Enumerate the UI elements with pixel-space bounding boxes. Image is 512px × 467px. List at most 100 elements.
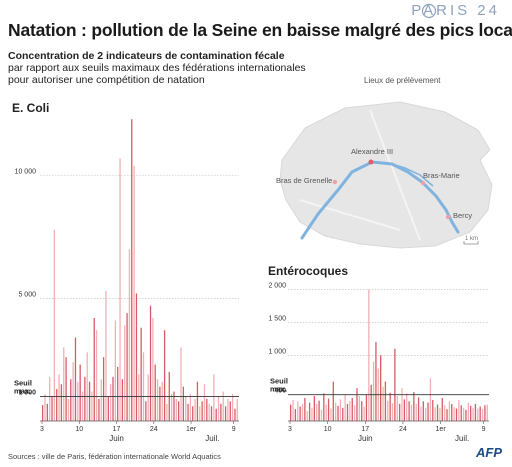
bar bbox=[429, 378, 432, 421]
bar bbox=[335, 402, 337, 421]
threshold-label: Seuil bbox=[270, 377, 288, 386]
site-marker-bras-marie bbox=[420, 180, 426, 186]
bar bbox=[380, 355, 382, 421]
bar bbox=[185, 396, 187, 421]
bar bbox=[135, 293, 138, 421]
bar bbox=[389, 392, 391, 421]
bar bbox=[327, 398, 330, 421]
bar bbox=[432, 399, 434, 421]
bar bbox=[224, 406, 227, 421]
bar bbox=[451, 403, 453, 421]
paris-land-shape bbox=[279, 101, 493, 249]
bar bbox=[203, 384, 206, 421]
month-label: Juil. bbox=[205, 434, 219, 443]
bar bbox=[60, 384, 63, 421]
x-tick-label: 10 bbox=[324, 426, 332, 433]
sampling-map: Alexandre III Bras de Grenelle Bras-Mari… bbox=[276, 101, 493, 249]
bar bbox=[215, 408, 217, 421]
x-tick-label: 3 bbox=[40, 426, 44, 433]
bar bbox=[415, 403, 417, 421]
bar bbox=[187, 403, 189, 421]
bar bbox=[358, 396, 360, 421]
seine-river bbox=[300, 160, 460, 240]
bar bbox=[227, 398, 229, 421]
y-tick-label: 10 000 bbox=[15, 169, 37, 176]
bar bbox=[119, 158, 121, 421]
bar bbox=[361, 401, 363, 421]
bar bbox=[79, 364, 81, 421]
bar bbox=[465, 409, 467, 421]
bar bbox=[297, 401, 299, 421]
x-tick-label: 17 bbox=[361, 426, 369, 433]
bar bbox=[131, 119, 133, 422]
enterococci-chart-title: Entérocoques bbox=[268, 264, 349, 278]
bar bbox=[121, 379, 124, 421]
bar bbox=[467, 402, 469, 421]
bar bbox=[472, 407, 474, 421]
bar bbox=[403, 399, 406, 421]
bar bbox=[46, 403, 48, 421]
bar bbox=[117, 367, 119, 421]
bar bbox=[325, 404, 327, 421]
bar bbox=[408, 401, 410, 421]
bar bbox=[145, 401, 147, 421]
bar bbox=[353, 405, 356, 421]
bar bbox=[128, 249, 131, 421]
bar bbox=[86, 352, 88, 421]
bar bbox=[458, 399, 460, 421]
bar bbox=[313, 396, 315, 421]
paris-2024-ring bbox=[421, 3, 437, 19]
bar bbox=[236, 398, 238, 421]
bar bbox=[58, 374, 60, 421]
bar bbox=[154, 364, 156, 421]
threshold-label: max. bbox=[14, 386, 31, 395]
bar bbox=[368, 289, 370, 421]
bar bbox=[332, 381, 334, 421]
bar bbox=[470, 405, 472, 421]
bar bbox=[304, 398, 306, 421]
y-tick-label: 1 000 bbox=[18, 389, 36, 396]
bar bbox=[337, 405, 339, 421]
bar bbox=[81, 391, 84, 421]
bar bbox=[420, 406, 422, 421]
bar bbox=[77, 381, 79, 421]
x-tick-label: 9 bbox=[482, 426, 486, 433]
bar bbox=[98, 398, 100, 421]
ecoli-chart-title: E. Coli bbox=[12, 101, 50, 115]
bar bbox=[194, 398, 196, 421]
bar bbox=[316, 403, 318, 421]
bar bbox=[74, 337, 77, 421]
bar bbox=[44, 394, 46, 421]
subtitle: Concentration de 2 indicateurs de contam… bbox=[8, 50, 338, 86]
bar bbox=[398, 403, 401, 421]
bar bbox=[91, 391, 93, 421]
bar bbox=[351, 398, 353, 421]
bar bbox=[344, 394, 346, 421]
bar bbox=[486, 404, 488, 421]
bar bbox=[346, 403, 349, 421]
bar bbox=[349, 401, 351, 421]
bar bbox=[434, 407, 436, 421]
bar bbox=[196, 381, 199, 421]
bar bbox=[413, 392, 415, 421]
bar bbox=[231, 394, 234, 421]
bar bbox=[133, 165, 135, 421]
bar bbox=[159, 386, 161, 421]
bar bbox=[394, 348, 396, 421]
sources-note: Sources : ville de Paris, fédération int… bbox=[8, 452, 221, 461]
bar bbox=[53, 229, 56, 421]
bar bbox=[320, 409, 323, 421]
bar bbox=[474, 403, 477, 421]
bar bbox=[163, 330, 166, 421]
bar bbox=[446, 409, 448, 421]
bar bbox=[210, 406, 213, 421]
bar bbox=[406, 393, 408, 421]
bar bbox=[484, 405, 486, 421]
bar bbox=[417, 397, 420, 421]
bar bbox=[152, 317, 154, 421]
x-tick-label: 9 bbox=[232, 426, 236, 433]
bar bbox=[299, 406, 301, 421]
bar bbox=[126, 313, 128, 421]
